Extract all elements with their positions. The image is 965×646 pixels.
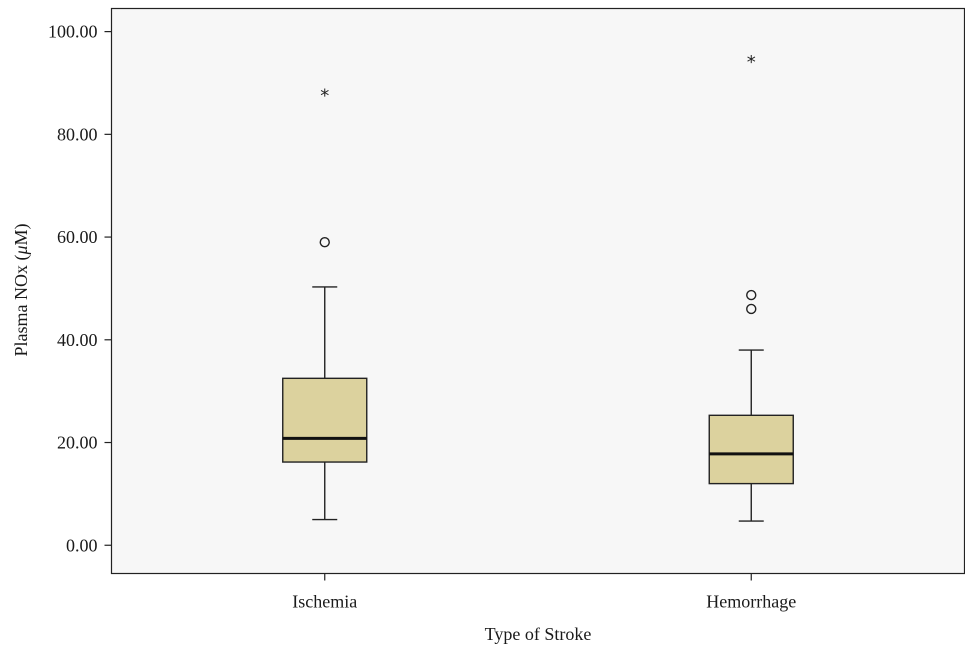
y-tick-label: 40.00 xyxy=(57,330,98,350)
outlier-point xyxy=(746,303,757,315)
y-axis-title-prefix: Plasma NOx ( xyxy=(11,255,32,357)
plot-area xyxy=(110,7,965,575)
y-tick-label: 100.00 xyxy=(48,22,98,42)
box-group: * xyxy=(282,85,368,521)
x-tick-label: Hemorrhage xyxy=(706,592,796,612)
box-series: ** xyxy=(282,52,794,522)
extreme-outlier-point: * xyxy=(747,52,756,73)
y-axis-title-suffix: M) xyxy=(11,223,32,245)
y-tick-label: 80.00 xyxy=(57,124,98,144)
y-tick-label: 20.00 xyxy=(57,433,98,453)
y-axis-title-mu: μ xyxy=(11,245,31,255)
iqr-box xyxy=(282,377,368,463)
outlier-point xyxy=(746,289,757,301)
y-tick-label: 0.00 xyxy=(66,535,98,555)
x-tick-label: Ischemia xyxy=(292,592,357,612)
x-axis-title: Type of Stroke xyxy=(485,624,592,644)
y-axis-title: Plasma NOx (μM) xyxy=(11,223,32,356)
iqr-box xyxy=(708,414,794,485)
y-axis: 0.00 20.00 40.00 60.00 80.00 100.00 xyxy=(48,22,112,555)
box-group: * xyxy=(708,52,794,522)
outlier-point xyxy=(319,237,330,248)
extreme-outlier-point: * xyxy=(320,85,329,106)
y-tick-label: 60.00 xyxy=(57,227,98,247)
x-axis: Ischemia Hemorrhage xyxy=(292,573,796,612)
